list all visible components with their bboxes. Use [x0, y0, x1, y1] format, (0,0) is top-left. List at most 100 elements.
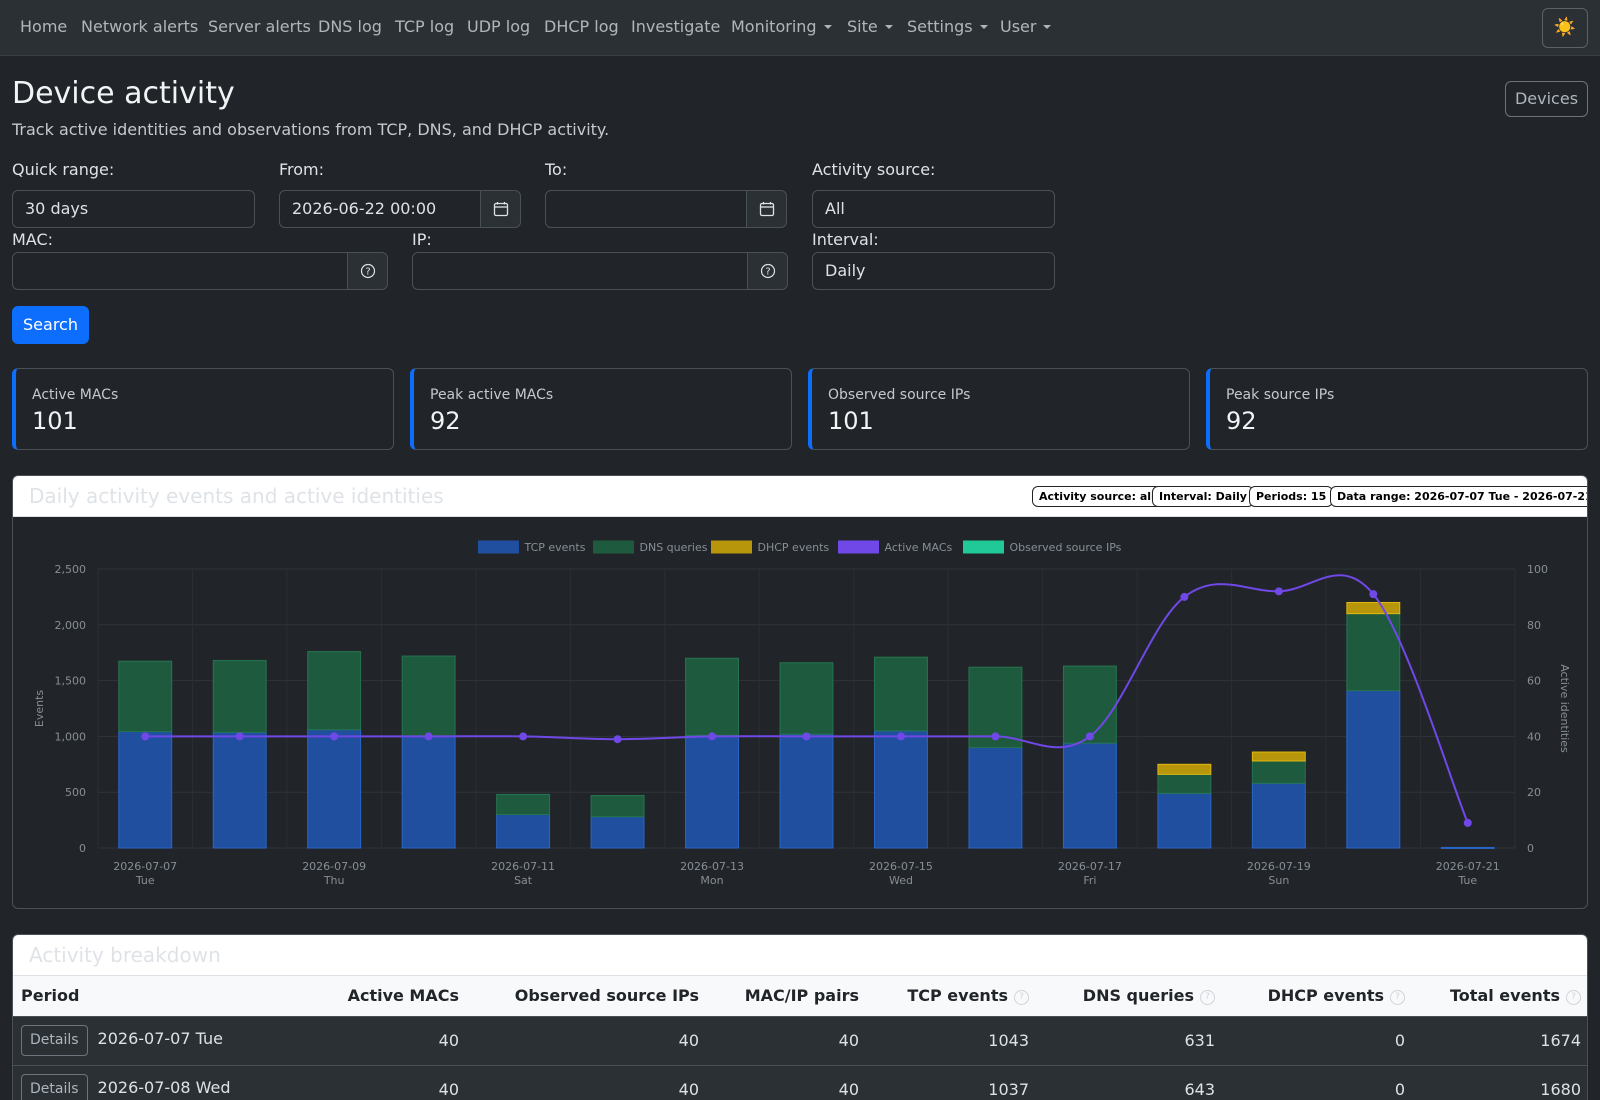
cell-mac-ip-pairs: 40 [707, 1064, 867, 1100]
caret-down-icon [823, 25, 832, 29]
y-left-tick-label: 1,000 [55, 730, 87, 743]
caret-down-icon [884, 25, 893, 29]
nav-monitoring-dropdown[interactable]: Monitoring [731, 17, 832, 36]
cell-dhcp-events: 0 [1223, 1015, 1413, 1065]
question-circle-icon: ? [360, 263, 375, 279]
point-active-macs [519, 732, 528, 741]
interval-select[interactable]: Daily [812, 252, 1055, 290]
table-header-row: Period Active MACs Observed source IPs M… [13, 976, 1587, 1016]
column-header-label: Total events [1450, 986, 1560, 1006]
mac-help-button[interactable]: ? [347, 252, 388, 290]
cell-dhcp-events: 0 [1223, 1064, 1413, 1100]
column-header-mac-ip-pairs: MAC/IP pairs [707, 976, 867, 1016]
help-icon[interactable]: ? [1200, 990, 1215, 1006]
to-calendar-button[interactable] [746, 190, 787, 228]
nav-tcp-log[interactable]: TCP log [395, 17, 455, 36]
help-icon[interactable]: ? [1390, 990, 1405, 1006]
stat-value: 101 [32, 407, 78, 435]
cell-dns-queries: 631 [1037, 1015, 1223, 1065]
y-right-tick-label: 80 [1527, 619, 1541, 632]
point-active-macs [896, 732, 905, 741]
top-navbar: Home Network alerts Server alerts DNS lo… [0, 0, 1600, 56]
nav-server-alerts[interactable]: Server alerts [208, 17, 311, 36]
bar-dhcp-events [1251, 751, 1306, 762]
bar-tcp-events [1251, 782, 1306, 849]
x-tick-label: 2026-07-07 [113, 860, 177, 873]
nav-site-dropdown[interactable]: Site [847, 17, 893, 36]
cell-observed-ips: 40 [467, 1015, 707, 1065]
legend-label: DNS queries [640, 541, 708, 554]
ip-help-button[interactable]: ? [747, 252, 788, 290]
stat-card-peak-active-macs: Peak active MACs 92 [410, 368, 792, 450]
mac-input[interactable] [12, 252, 348, 290]
quick-range-select[interactable]: 30 days [12, 190, 255, 228]
stat-value: 92 [1226, 407, 1257, 435]
devices-button[interactable]: Devices [1505, 81, 1588, 117]
x-tick-label: 2026-07-17 [1058, 860, 1122, 873]
legend-label: DHCP events [758, 541, 830, 554]
bar-dhcp-events [1346, 601, 1401, 615]
y-right-tick-label: 60 [1527, 675, 1541, 688]
nav-home[interactable]: Home [20, 17, 68, 36]
to-input[interactable] [545, 190, 747, 228]
nav-investigate[interactable]: Investigate [631, 17, 721, 36]
calendar-icon [493, 202, 508, 217]
nav-dhcp-log[interactable]: DHCP log [544, 17, 619, 36]
bar-tcp-events [496, 814, 551, 849]
nav-network-alerts[interactable]: Network alerts [81, 17, 199, 36]
activity-source-select[interactable]: All [812, 190, 1055, 228]
help-icon[interactable]: ? [1014, 990, 1029, 1006]
y-left-tick-label: 2,500 [55, 563, 87, 576]
to-label: To: [545, 160, 568, 179]
x-tick-day-label: Mon [700, 874, 723, 887]
details-button[interactable]: Details [21, 1074, 88, 1100]
bar-dns-queries [1062, 665, 1117, 744]
stat-label: Active MACs [32, 387, 119, 403]
bar-dns-queries [496, 793, 551, 816]
y-right-axis-title: Active identities [1558, 664, 1571, 753]
column-header-observed-ips: Observed source IPs [467, 976, 707, 1016]
details-button[interactable]: Details [21, 1025, 88, 1056]
chart-panel-header: Daily activity events and active identit… [13, 476, 1587, 517]
bar-dns-queries [401, 655, 456, 737]
help-icon[interactable]: ? [1566, 990, 1581, 1006]
stat-value: 101 [828, 407, 874, 435]
x-tick-label: 2026-07-13 [680, 860, 744, 873]
mac-label: MAC: [12, 230, 54, 249]
breakdown-title: Activity breakdown [29, 943, 221, 967]
column-header-active-macs: Active MACs [293, 976, 467, 1016]
nav-user-dropdown[interactable]: User [1000, 17, 1052, 36]
table-row: Details 2026-07-07 Tue 40 40 40 1043 631 … [13, 1015, 1587, 1065]
bar-dns-queries [874, 656, 928, 732]
bar-tcp-events [401, 735, 456, 849]
from-calendar-button[interactable] [480, 190, 521, 228]
page-subtitle: Track active identities and observations… [12, 120, 610, 139]
bar-tcp-events [968, 747, 1023, 849]
from-input[interactable]: 2026-06-22 00:00 [279, 190, 481, 228]
bar-tcp-events [1157, 792, 1212, 849]
breakdown-table: Period Active MACs Observed source IPs M… [13, 976, 1587, 1100]
column-header-label: TCP events [907, 986, 1008, 1006]
y-right-tick-label: 100 [1527, 563, 1548, 576]
nav-dns-log[interactable]: DNS log [318, 17, 382, 36]
point-active-macs [613, 735, 622, 744]
y-left-tick-label: 0 [79, 842, 86, 855]
theme-toggle-button[interactable]: ☀️ [1542, 8, 1588, 48]
bar-dns-queries [307, 651, 362, 731]
legend-swatch [478, 540, 519, 554]
column-header-dns-queries: DNS queries? [1037, 976, 1223, 1016]
line-active-macs [145, 574, 1469, 824]
calendar-icon [759, 202, 774, 217]
point-active-macs [1180, 592, 1189, 601]
cell-dns-queries: 643 [1037, 1064, 1223, 1100]
y-right-tick-label: 0 [1527, 842, 1534, 855]
nav-settings-dropdown[interactable]: Settings [907, 17, 988, 36]
ip-input[interactable] [412, 252, 748, 290]
point-active-macs [141, 732, 150, 741]
column-header-label: DHCP events [1267, 986, 1384, 1006]
nav-udp-log[interactable]: UDP log [467, 17, 531, 36]
cell-total-events: 1680 [1413, 1064, 1587, 1100]
stat-card-active-macs: Active MACs 101 [12, 368, 394, 450]
x-tick-label: 2026-07-09 [302, 860, 366, 873]
search-button[interactable]: Search [12, 306, 89, 344]
